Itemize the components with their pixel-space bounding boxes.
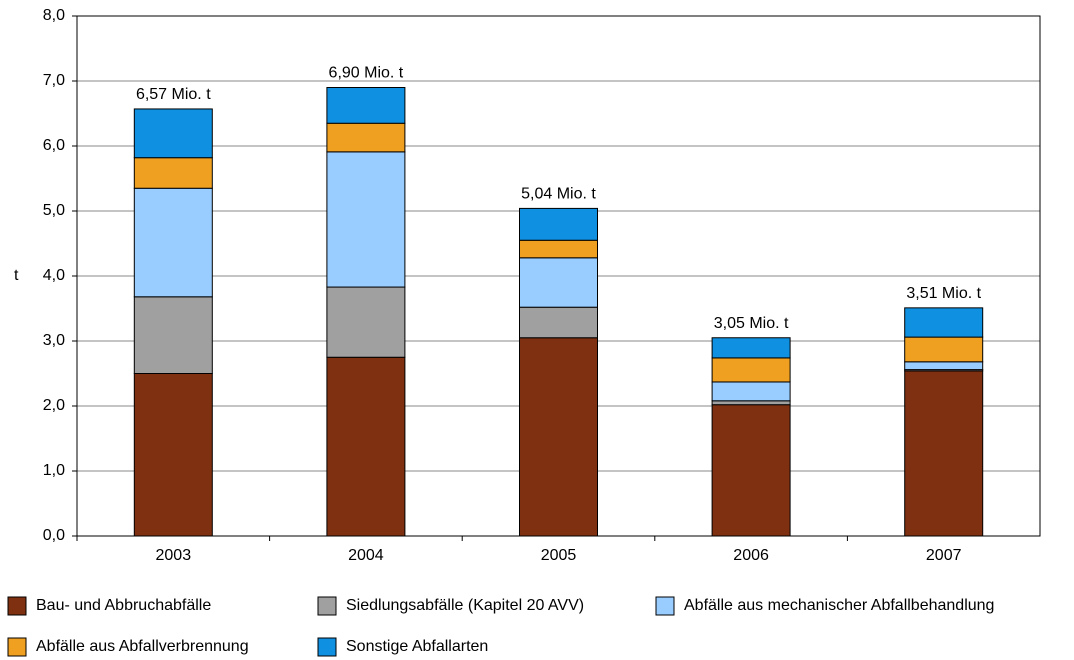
bar-segment: [133, 108, 213, 159]
bar-segment: [519, 207, 598, 241]
y-tick-label: 1,0: [43, 462, 65, 479]
legend-label: Siedlungsabfälle (Kapitel 20 AVV): [346, 597, 584, 614]
bar-segment: [711, 404, 791, 537]
bar-segment: [326, 151, 406, 288]
x-tick-label: 2004: [348, 547, 384, 564]
y-tick-label: 5,0: [43, 202, 65, 219]
bar-segment: [711, 381, 791, 402]
x-tick-label: 2003: [156, 547, 192, 564]
bar-segment: [326, 122, 406, 153]
y-tick-label: 3,0: [43, 332, 65, 349]
y-tick-label: 6,0: [43, 137, 65, 154]
y-tick-label: 7,0: [43, 72, 65, 89]
total-label: 3,05 Mio. t: [714, 315, 789, 332]
bar-segment: [519, 306, 598, 339]
bar-segment: [133, 373, 213, 537]
x-tick-label: 2006: [733, 547, 769, 564]
y-tick-label: 8,0: [43, 7, 65, 24]
total-label: 5,04 Mio. t: [521, 186, 596, 203]
total-label: 3,51 Mio. t: [906, 285, 981, 302]
bar-segment: [133, 296, 213, 374]
bar-segment: [133, 187, 213, 298]
bar-segment: [711, 337, 791, 359]
legend-swatch: [655, 596, 675, 616]
x-tick-label: 2005: [541, 547, 577, 564]
bar-segment: [326, 87, 406, 124]
bar-segment: [904, 361, 984, 371]
y-tick-label: 2,0: [43, 397, 65, 414]
bar-segment: [904, 336, 984, 363]
legend-label: Sonstige Abfallarten: [346, 638, 488, 655]
total-label: 6,57 Mio. t: [136, 86, 211, 103]
total-label: 6,90 Mio. t: [329, 65, 404, 82]
bar-segment: [326, 356, 406, 537]
bar-segment: [519, 257, 598, 308]
legend-label: Bau- und Abbruchabfälle: [36, 597, 211, 614]
legend-swatch: [7, 596, 27, 616]
legend-label: Abfälle aus mechanischer Abfallbehandlun…: [684, 597, 994, 614]
legend-swatch: [7, 637, 27, 657]
y-tick-label: 0,0: [43, 527, 65, 544]
bar-segment: [711, 357, 791, 383]
bar-segment: [133, 157, 213, 189]
x-tick-label: 2007: [926, 547, 962, 564]
y-tick-label: 4,0: [43, 267, 65, 284]
bar-segment: [904, 370, 984, 537]
bar-segment: [519, 337, 598, 537]
bar-segment: [519, 239, 598, 259]
bar-segment: [711, 400, 791, 406]
bar-segment: [326, 286, 406, 358]
legend-swatch: [317, 596, 337, 616]
legend-swatch: [317, 637, 337, 657]
bar-segment: [904, 307, 984, 338]
legend-label: Abfälle aus Abfallverbrennung: [36, 638, 249, 655]
y-axis-label: t: [14, 267, 19, 284]
